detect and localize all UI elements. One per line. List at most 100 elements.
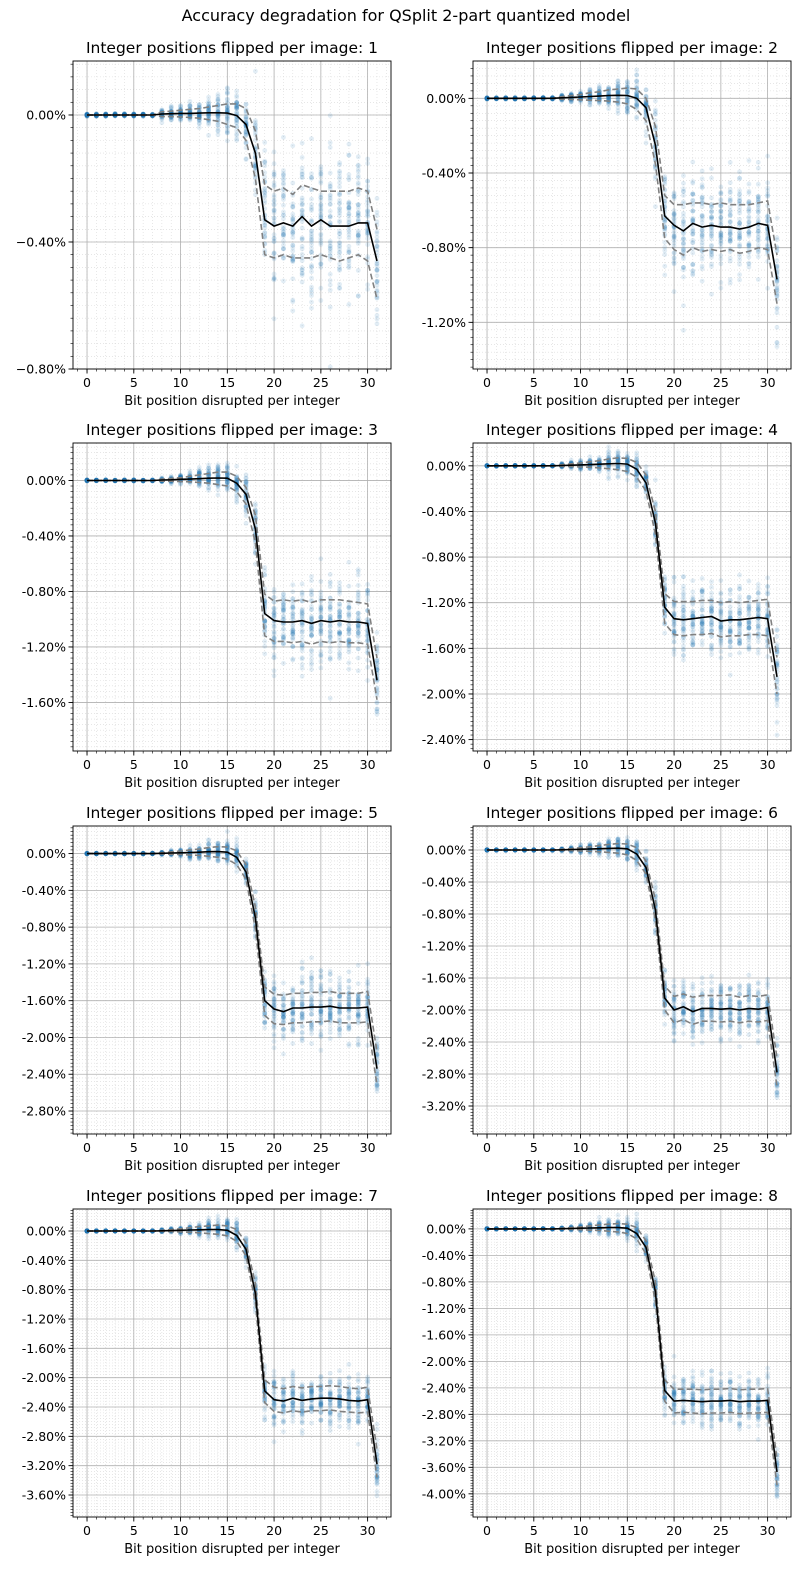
scatter-point (765, 191, 771, 197)
scatter-point (662, 217, 668, 223)
scatter-point (615, 89, 621, 94)
scatter-point (224, 86, 230, 92)
scatter-point (299, 212, 305, 218)
scatter-point (318, 623, 324, 629)
scatter-point (309, 275, 314, 281)
scatter-point (290, 204, 296, 209)
scatter-point (290, 259, 296, 265)
scatter-point (727, 189, 733, 195)
scatter-point (234, 116, 240, 122)
scatter-point (337, 249, 342, 255)
scatter-point (271, 652, 277, 657)
scatter-point (337, 190, 342, 196)
scatter-point (337, 191, 342, 197)
scatter-point (699, 230, 705, 236)
scatter-point (615, 83, 621, 89)
scatter-point (634, 102, 640, 108)
scatter-point (624, 104, 630, 110)
scatter-point (234, 105, 240, 111)
scatter-point (746, 264, 752, 270)
scatter-point (727, 190, 733, 196)
scatter-point (271, 184, 277, 189)
scatter-point (624, 110, 630, 116)
scatter-point (290, 230, 296, 235)
scatter-point (271, 276, 277, 281)
scatter-point (215, 92, 221, 97)
scatter-point (327, 278, 333, 283)
scatter-point (718, 196, 724, 202)
scatter-point (252, 501, 258, 507)
scatter-point (346, 637, 352, 643)
scatter-point (327, 248, 333, 254)
scatter-point (727, 232, 733, 238)
scatter-point (624, 105, 630, 111)
scatter-point (224, 91, 230, 97)
x-tick-label: 0 (83, 757, 91, 772)
y-tick-label: −0.80% (16, 362, 66, 377)
scatter-point (718, 244, 724, 250)
scatter-point (718, 215, 724, 220)
scatter-point (355, 163, 361, 169)
scatter-point (681, 236, 686, 242)
scatter-point (215, 94, 221, 100)
scatter-point (206, 101, 212, 107)
scatter-point (615, 81, 621, 87)
scatter-point (709, 231, 714, 237)
scatter-point (355, 293, 361, 299)
scatter-point (765, 218, 771, 224)
scatter-point (215, 128, 221, 134)
scatter-point (290, 225, 296, 231)
scatter-point (318, 232, 324, 238)
scatter-point (318, 242, 324, 247)
scatter-point (727, 197, 733, 203)
scatter-point (327, 243, 333, 249)
scatter-point (318, 212, 324, 217)
scatter-point (681, 210, 686, 216)
scatter-point (327, 181, 333, 187)
scatter-point (662, 252, 668, 258)
scatter-point (309, 264, 314, 270)
scatter-point (755, 248, 761, 254)
scatter-point (634, 78, 640, 84)
scatter-point (746, 220, 752, 226)
scatter-point (262, 187, 268, 192)
scatter-point (299, 673, 305, 679)
lower-band-line (487, 97, 778, 304)
scatter-point (624, 109, 630, 115)
x-tick-label: 15 (619, 375, 635, 390)
scatter-point (346, 205, 352, 211)
scatter-point (262, 222, 268, 228)
scatter-point (737, 210, 742, 216)
scatter-point (337, 231, 342, 237)
scatter-point (271, 215, 277, 221)
scatter-point (355, 192, 361, 197)
scatter-point (327, 183, 333, 189)
scatter-point (737, 241, 742, 247)
scatter-point (718, 231, 724, 236)
scatter-point (737, 244, 742, 250)
scatter-point (281, 226, 286, 231)
scatter-point (374, 196, 380, 201)
scatter-point (690, 246, 696, 251)
scatter-point (262, 193, 268, 199)
scatter-point (318, 642, 324, 648)
scatter-point (327, 635, 333, 640)
scatter-point (746, 206, 752, 212)
scatter-point (224, 103, 230, 109)
scatter-point (290, 257, 296, 263)
scatter-point (755, 209, 761, 215)
scatter-point (281, 627, 286, 632)
scatter-point (243, 115, 249, 121)
scatter-point (234, 110, 240, 116)
scatter-point (727, 239, 733, 245)
scatter-point (624, 89, 630, 95)
scatter-point (718, 189, 724, 195)
scatter-point (718, 203, 724, 209)
scatter-point (624, 105, 630, 111)
scatter-point (281, 246, 286, 252)
scatter-point (690, 272, 696, 278)
x-tick-label: 20 (666, 375, 682, 390)
scatter-point (355, 202, 361, 208)
scatter-point (737, 223, 742, 229)
scatter-point (262, 190, 268, 196)
